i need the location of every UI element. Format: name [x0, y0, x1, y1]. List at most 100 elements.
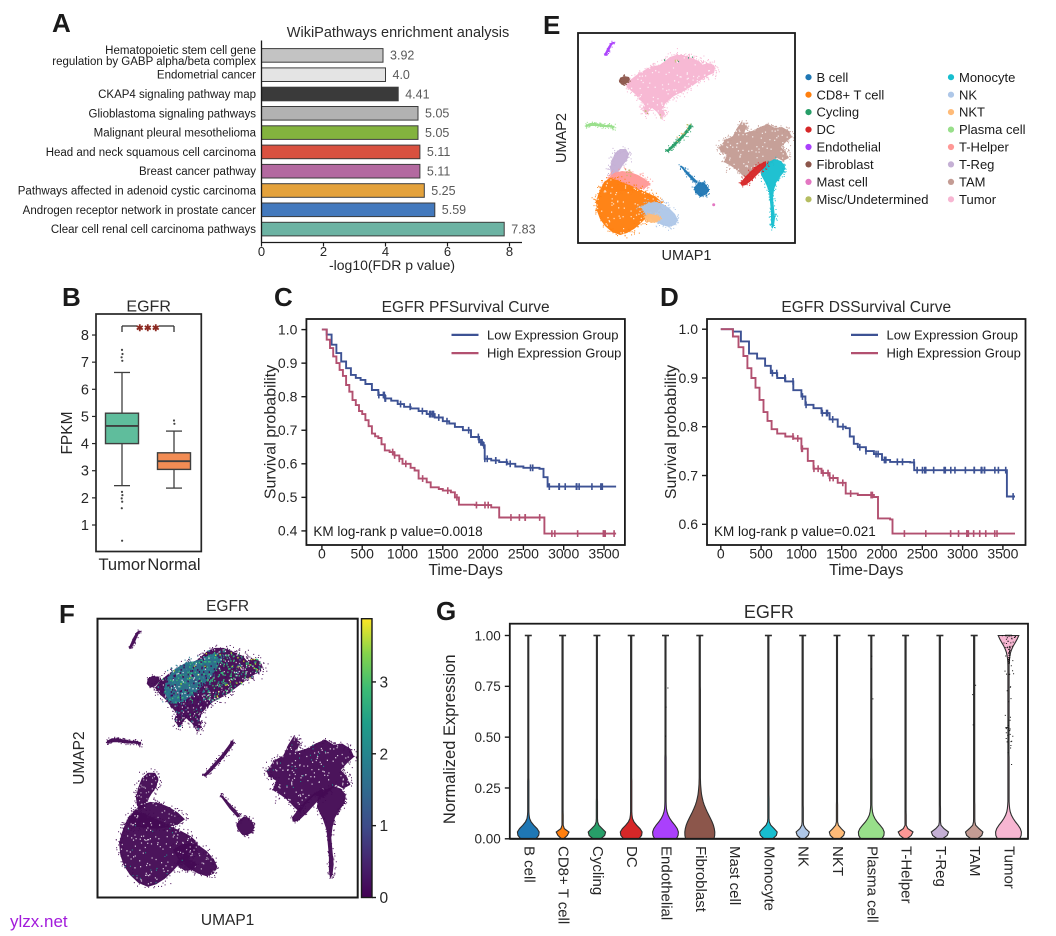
- svg-text:CD8+ T cell: CD8+ T cell: [555, 846, 572, 924]
- svg-text:Plasma cell: Plasma cell: [863, 846, 880, 923]
- svg-text:0: 0: [380, 890, 389, 907]
- svg-text:2000: 2000: [468, 546, 499, 562]
- svg-text:High Expression Group: High Expression Group: [887, 346, 1021, 361]
- svg-text:UMAP2: UMAP2: [554, 113, 570, 163]
- svg-text:Endothelial: Endothelial: [817, 140, 881, 155]
- svg-text:Monocyte: Monocyte: [760, 846, 777, 911]
- svg-text:Malignant pleural mesothelioma: Malignant pleural mesothelioma: [94, 128, 257, 140]
- svg-text:6: 6: [81, 382, 89, 398]
- svg-text:High Expression Group: High Expression Group: [487, 346, 621, 361]
- svg-text:Clear cell renal cell carcinom: Clear cell renal cell carcinoma pathways: [51, 224, 256, 236]
- svg-text:Low Expression Group: Low Expression Group: [487, 327, 619, 342]
- svg-text:Tumor: Tumor: [959, 192, 997, 207]
- svg-text:T-Helper: T-Helper: [959, 140, 1010, 155]
- svg-text:Tumor: Tumor: [98, 556, 146, 574]
- svg-text:Fibroblast: Fibroblast: [817, 157, 874, 172]
- svg-text:1.0: 1.0: [679, 321, 699, 337]
- svg-text:7: 7: [81, 355, 89, 371]
- svg-text:1000: 1000: [786, 546, 817, 562]
- svg-text:0.6: 0.6: [278, 456, 298, 472]
- svg-text:F: F: [59, 599, 75, 629]
- svg-text:DC: DC: [817, 122, 836, 137]
- svg-text:0: 0: [717, 546, 725, 562]
- svg-text:FPKM: FPKM: [59, 411, 76, 454]
- svg-text:UMAP1: UMAP1: [201, 912, 254, 929]
- svg-text:EGFR: EGFR: [744, 602, 794, 622]
- svg-text:2: 2: [320, 244, 327, 259]
- svg-text:0.8: 0.8: [278, 389, 298, 405]
- svg-text:CD8+ T cell: CD8+ T cell: [817, 87, 885, 102]
- svg-text:Tumor: Tumor: [1001, 846, 1018, 889]
- svg-text:✱✱✱: ✱✱✱: [136, 323, 160, 333]
- svg-text:3500: 3500: [588, 546, 619, 562]
- svg-text:Endometrial cancer: Endometrial cancer: [157, 70, 256, 82]
- svg-text:3000: 3000: [548, 546, 579, 562]
- svg-text:NK: NK: [959, 87, 977, 102]
- svg-text:0: 0: [318, 546, 326, 562]
- svg-text:C: C: [274, 282, 293, 312]
- svg-text:5.25: 5.25: [431, 184, 455, 198]
- svg-text:Mast cell: Mast cell: [817, 175, 868, 190]
- svg-text:0.6: 0.6: [679, 516, 699, 532]
- svg-text:0.4: 0.4: [278, 523, 298, 539]
- svg-text:500: 500: [749, 546, 773, 562]
- svg-text:1: 1: [81, 518, 89, 534]
- svg-text:Endothelial: Endothelial: [658, 846, 675, 920]
- svg-text:DC: DC: [623, 846, 640, 868]
- svg-text:Pathways affected in adenoid c: Pathways affected in adenoid cystic carc…: [18, 186, 257, 198]
- svg-text:2000: 2000: [866, 546, 897, 562]
- svg-text:3: 3: [380, 674, 389, 691]
- svg-text:NKT: NKT: [829, 846, 846, 876]
- svg-text:T-Helper: T-Helper: [898, 846, 915, 904]
- svg-text:Breast cancer pathway: Breast cancer pathway: [139, 166, 256, 178]
- svg-text:E: E: [543, 10, 560, 40]
- svg-text:3000: 3000: [947, 546, 978, 562]
- svg-text:Monocyte: Monocyte: [959, 70, 1015, 85]
- svg-text:0: 0: [258, 244, 265, 259]
- svg-text:Time-Days: Time-Days: [428, 562, 503, 579]
- svg-text:5.11: 5.11: [427, 145, 450, 159]
- svg-text:Normalized Expression: Normalized Expression: [441, 654, 459, 824]
- svg-text:6: 6: [444, 244, 451, 259]
- svg-text:T-Reg: T-Reg: [959, 157, 994, 172]
- svg-text:0.7: 0.7: [278, 422, 298, 438]
- svg-text:3500: 3500: [987, 546, 1018, 562]
- svg-text:8: 8: [506, 244, 513, 259]
- svg-text:0.50: 0.50: [475, 730, 501, 745]
- svg-text:Cycling: Cycling: [817, 105, 860, 120]
- svg-text:G: G: [436, 596, 456, 626]
- svg-text:0.25: 0.25: [475, 781, 501, 796]
- svg-text:KM log-rank p value=0.021: KM log-rank p value=0.021: [714, 524, 876, 539]
- svg-text:0.5: 0.5: [278, 489, 298, 505]
- svg-text:0.7: 0.7: [679, 467, 699, 483]
- svg-text:Cycling: Cycling: [589, 846, 606, 895]
- svg-text:NK: NK: [795, 846, 812, 867]
- svg-text:UMAP1: UMAP1: [662, 248, 712, 264]
- svg-text:Time-Days: Time-Days: [829, 562, 904, 579]
- svg-text:NKT: NKT: [959, 105, 985, 120]
- svg-text:8: 8: [81, 328, 89, 344]
- svg-text:-log10(FDR p value): -log10(FDR p value): [329, 257, 455, 273]
- svg-text:5.59: 5.59: [442, 203, 466, 217]
- svg-text:EGFR: EGFR: [206, 598, 249, 615]
- svg-text:1.0: 1.0: [278, 321, 298, 337]
- svg-text:EGFR DSSurvival Curve: EGFR DSSurvival Curve: [781, 299, 951, 316]
- svg-text:5: 5: [81, 409, 89, 425]
- svg-text:TAM: TAM: [959, 175, 985, 190]
- svg-text:Glioblastoma signaling pathway: Glioblastoma signaling pathways: [89, 108, 257, 120]
- svg-text:1.00: 1.00: [475, 628, 501, 643]
- svg-text:2: 2: [81, 491, 89, 507]
- svg-text:KM log-rank p value=0.0018: KM log-rank p value=0.0018: [313, 524, 482, 539]
- svg-text:Survival probability: Survival probability: [262, 365, 279, 499]
- svg-text:7.83: 7.83: [511, 222, 535, 236]
- svg-text:2: 2: [380, 746, 389, 763]
- svg-text:T-Reg: T-Reg: [932, 846, 949, 887]
- svg-text:B: B: [62, 282, 81, 312]
- svg-text:1: 1: [380, 818, 389, 835]
- svg-text:3: 3: [81, 464, 89, 480]
- svg-text:ylzx.net: ylzx.net: [10, 912, 68, 931]
- svg-text:B cell: B cell: [817, 70, 849, 85]
- svg-text:Androgen receptor network in p: Androgen receptor network in prostate ca…: [23, 205, 256, 217]
- svg-text:regulation by GABP alpha/beta: regulation by GABP alpha/beta complex: [52, 56, 256, 68]
- svg-text:1500: 1500: [826, 546, 857, 562]
